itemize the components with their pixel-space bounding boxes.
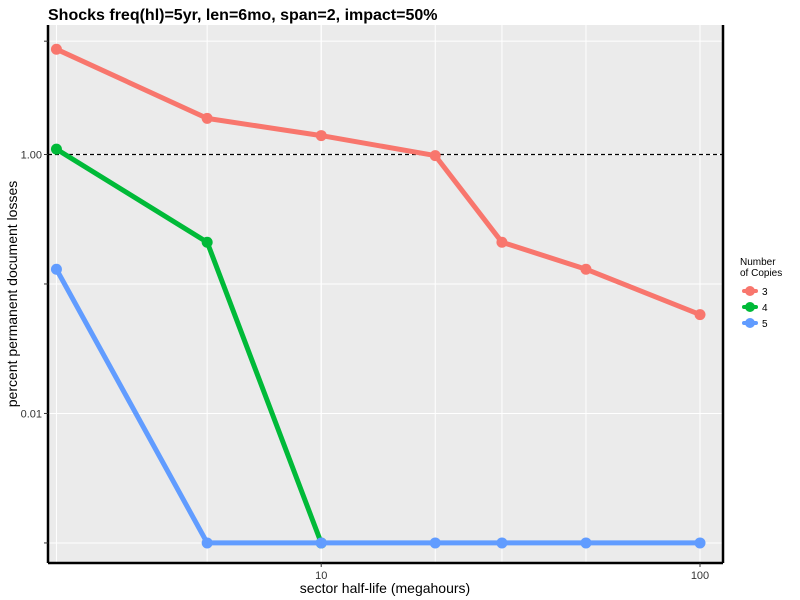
series-3 [50, 43, 706, 321]
y-tick-label: 0.01 [21, 408, 42, 420]
x-axis-title: sector half-life (megahours) [300, 580, 470, 596]
legend-label: 5 [762, 319, 768, 330]
axes: 0.01 1.00 10 100 [21, 25, 725, 582]
data-point [694, 537, 706, 549]
series-layer [50, 43, 706, 549]
data-point [201, 236, 213, 248]
data-point [201, 112, 213, 124]
y-axis-title: percent permanent document losses [4, 181, 20, 407]
chart-title: Shocks freq(hl)=5yr, len=6mo, span=2, im… [48, 7, 438, 24]
plot-panel [48, 25, 723, 563]
data-point [694, 309, 706, 321]
data-point [429, 150, 441, 162]
legend-item-4: 4 [742, 302, 768, 314]
data-point [50, 143, 62, 155]
data-point [315, 130, 327, 142]
legend-key-point [745, 286, 755, 296]
legend-label: 3 [762, 287, 768, 298]
data-point [50, 43, 62, 55]
legend-item-5: 5 [742, 318, 768, 330]
series-5 [50, 263, 706, 549]
data-point [496, 537, 508, 549]
legend-title: of Copies [740, 268, 782, 279]
data-point [580, 537, 592, 549]
data-point [315, 537, 327, 549]
legend-key-point [745, 318, 755, 328]
data-point [429, 537, 441, 549]
x-tick-label: 100 [691, 570, 709, 582]
y-tick-label: 1.00 [21, 149, 42, 161]
legend-key-point [745, 302, 755, 312]
x-tick-label: 10 [315, 570, 327, 582]
legend-item-3: 3 [742, 286, 768, 298]
data-point [496, 236, 508, 248]
legend-label: 4 [762, 303, 768, 314]
legend-title: Number [740, 257, 776, 268]
data-point [580, 263, 592, 275]
data-point [50, 263, 62, 275]
data-point [201, 537, 213, 549]
